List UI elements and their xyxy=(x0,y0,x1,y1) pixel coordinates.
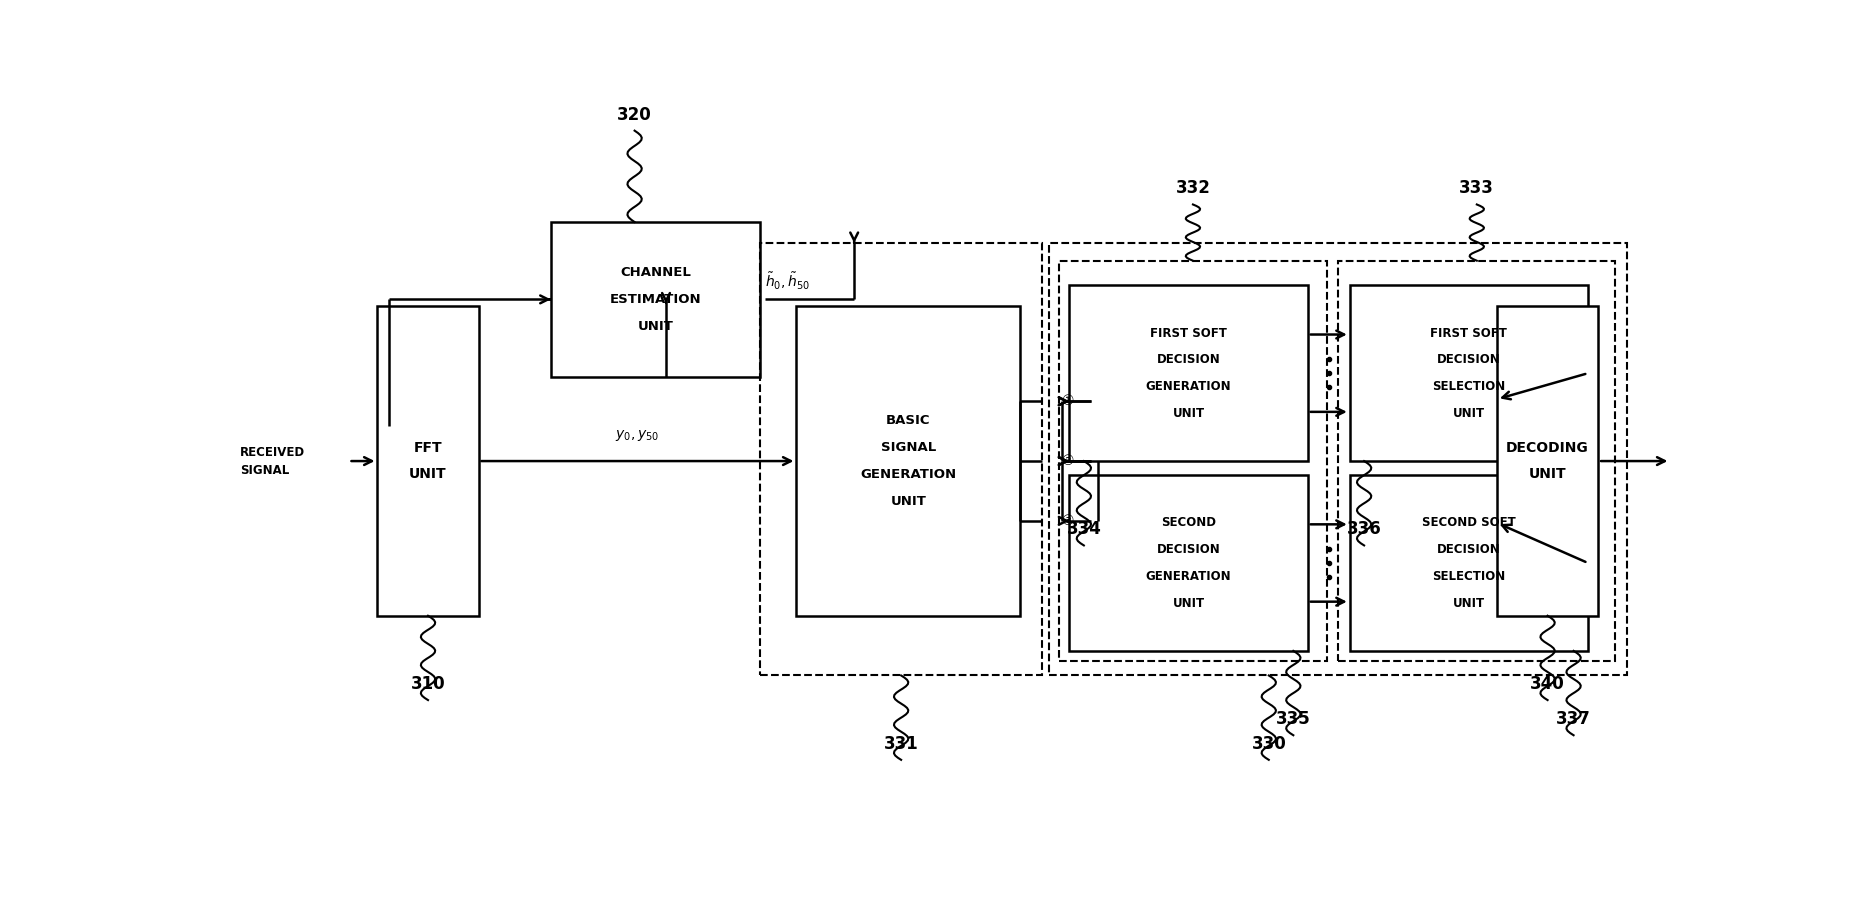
FancyBboxPatch shape xyxy=(377,307,479,615)
Text: FFT: FFT xyxy=(414,441,442,455)
Text: 330: 330 xyxy=(1251,735,1286,753)
Text: 332: 332 xyxy=(1176,180,1210,197)
Text: GENERATION: GENERATION xyxy=(861,468,956,481)
Text: ①: ① xyxy=(1062,394,1074,408)
Text: DECISION: DECISION xyxy=(1158,543,1221,556)
Text: 331: 331 xyxy=(884,735,919,753)
FancyBboxPatch shape xyxy=(1350,475,1588,651)
Text: $\tilde{h}_0, \tilde{h}_{50}$: $\tilde{h}_0, \tilde{h}_{50}$ xyxy=(764,271,809,292)
Text: BASIC: BASIC xyxy=(885,415,930,427)
Text: 336: 336 xyxy=(1348,520,1381,539)
Text: SECOND: SECOND xyxy=(1161,517,1215,530)
Text: ②: ② xyxy=(1062,454,1074,468)
Text: UNIT: UNIT xyxy=(1452,596,1486,610)
Text: UNIT: UNIT xyxy=(1172,596,1204,610)
Text: FIRST SOFT: FIRST SOFT xyxy=(1430,327,1508,340)
Text: UNIT: UNIT xyxy=(1452,407,1486,420)
Text: SECOND SOFT: SECOND SOFT xyxy=(1422,517,1515,530)
Text: UNIT: UNIT xyxy=(1172,407,1204,420)
FancyBboxPatch shape xyxy=(796,307,1020,615)
Text: GENERATION: GENERATION xyxy=(1146,570,1232,582)
Text: ③: ③ xyxy=(1062,514,1074,528)
FancyBboxPatch shape xyxy=(1497,307,1597,615)
Text: 310: 310 xyxy=(410,675,445,693)
Text: UNIT: UNIT xyxy=(637,320,673,332)
Text: DECISION: DECISION xyxy=(1437,543,1501,556)
Text: DECODING: DECODING xyxy=(1506,441,1588,455)
Text: ESTIMATION: ESTIMATION xyxy=(610,293,701,306)
Text: 340: 340 xyxy=(1530,675,1566,693)
Text: 320: 320 xyxy=(617,106,652,123)
Text: FIRST SOFT: FIRST SOFT xyxy=(1150,327,1227,340)
Text: UNIT: UNIT xyxy=(1528,467,1566,481)
Text: UNIT: UNIT xyxy=(891,495,926,508)
Text: 337: 337 xyxy=(1556,710,1592,729)
Text: DECISION: DECISION xyxy=(1437,353,1501,366)
Text: 334: 334 xyxy=(1066,520,1102,539)
Text: SELECTION: SELECTION xyxy=(1432,380,1506,393)
FancyBboxPatch shape xyxy=(1350,286,1588,461)
Text: UNIT: UNIT xyxy=(410,467,447,481)
FancyBboxPatch shape xyxy=(1070,475,1309,651)
Text: SIGNAL: SIGNAL xyxy=(880,441,936,454)
Text: RECEIVED
SIGNAL: RECEIVED SIGNAL xyxy=(240,446,306,477)
Text: SELECTION: SELECTION xyxy=(1432,570,1506,582)
Text: 333: 333 xyxy=(1460,180,1495,197)
FancyBboxPatch shape xyxy=(552,222,761,377)
Text: $y_0, y_{50}$: $y_0, y_{50}$ xyxy=(615,428,660,444)
FancyBboxPatch shape xyxy=(1070,286,1309,461)
Text: GENERATION: GENERATION xyxy=(1146,380,1232,393)
Text: 335: 335 xyxy=(1277,710,1310,729)
Text: CHANNEL: CHANNEL xyxy=(621,267,692,279)
Text: DECISION: DECISION xyxy=(1158,353,1221,366)
